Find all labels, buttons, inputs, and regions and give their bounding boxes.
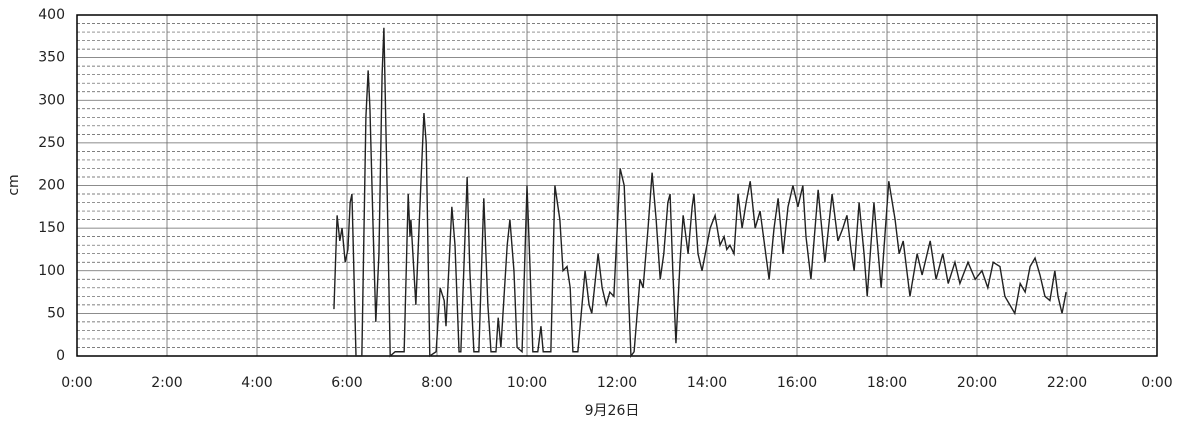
plot-border xyxy=(76,14,1158,357)
y-tick-label: 200 xyxy=(38,178,65,194)
y-tick-label: 100 xyxy=(38,263,65,279)
x-axis-label: 9月26日 xyxy=(585,403,640,419)
y-tick-label: 300 xyxy=(38,92,65,108)
x-tick-label: 0:00 xyxy=(61,375,92,391)
y-axis-label: cm xyxy=(6,174,22,195)
x-tick-label: 0:00 xyxy=(1141,375,1172,391)
y-tick-label: 50 xyxy=(47,305,65,321)
x-tick-label: 18:00 xyxy=(867,375,907,391)
x-tick-label: 16:00 xyxy=(777,375,817,391)
x-tick-label: 10:00 xyxy=(507,375,547,391)
y-tick-label: 350 xyxy=(38,50,65,66)
y-tick-label: 150 xyxy=(38,220,65,236)
x-tick-label: 4:00 xyxy=(241,375,272,391)
x-tick-label: 20:00 xyxy=(957,375,997,391)
data-line xyxy=(333,27,1067,359)
x-tick-label: 8:00 xyxy=(421,375,452,391)
y-tick-label: 250 xyxy=(38,135,65,151)
y-tick-label: 0 xyxy=(56,348,65,364)
x-tick-label: 14:00 xyxy=(687,375,727,391)
y-tick-label: 400 xyxy=(38,7,65,23)
x-tick-label: 22:00 xyxy=(1047,375,1087,391)
x-tick-label: 2:00 xyxy=(151,375,182,391)
x-tick-label: 6:00 xyxy=(331,375,362,391)
x-tick-label: 12:00 xyxy=(597,375,637,391)
